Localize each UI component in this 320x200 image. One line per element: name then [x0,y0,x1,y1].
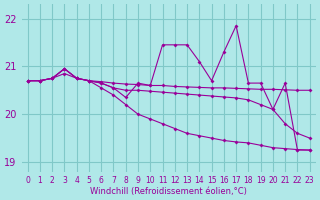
X-axis label: Windchill (Refroidissement éolien,°C): Windchill (Refroidissement éolien,°C) [90,187,247,196]
